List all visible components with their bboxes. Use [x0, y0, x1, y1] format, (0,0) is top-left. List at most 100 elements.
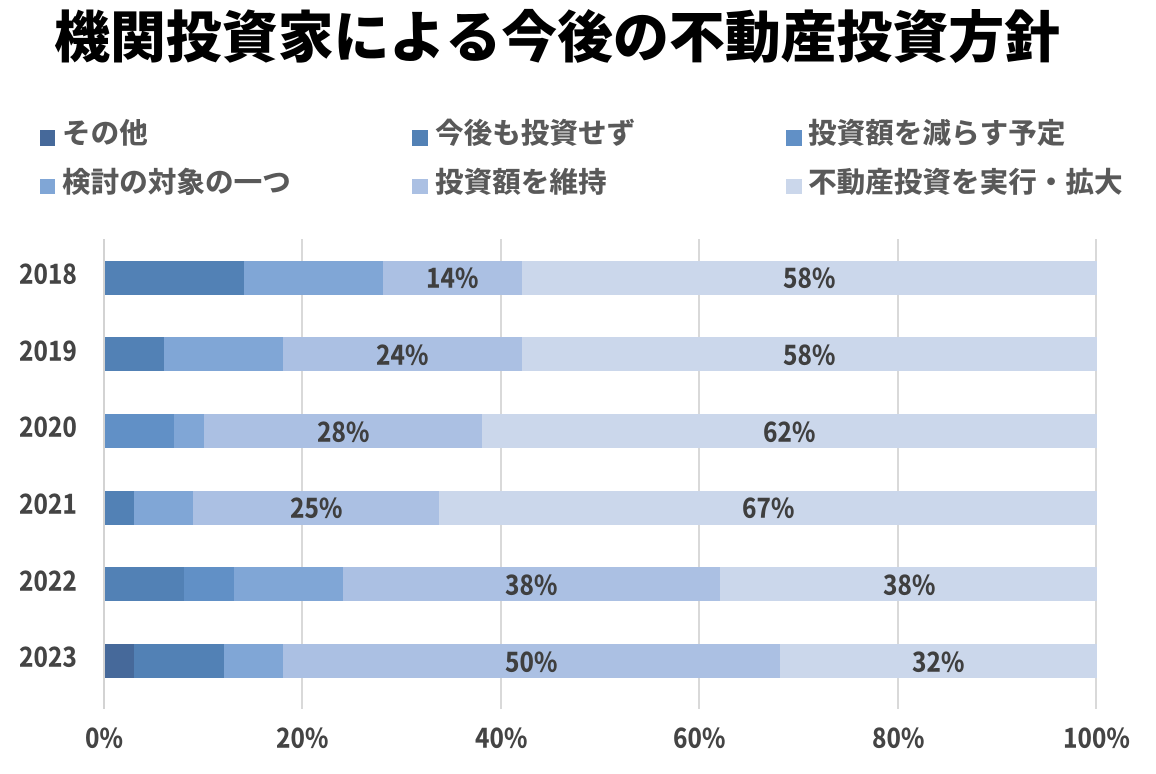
bar-value-label: 58% [783, 264, 835, 291]
bar-segment [342, 567, 721, 602]
text-run [276, 727, 328, 749]
bar-segment [134, 490, 194, 525]
text-run [883, 574, 935, 596]
bar-segment [104, 490, 135, 525]
bar-segment [521, 260, 1098, 295]
bar-segment [481, 414, 1098, 449]
y-axis-label: 2018 [19, 260, 77, 287]
gridline [698, 239, 701, 709]
bar-2023 [104, 644, 1098, 679]
legend-swatch [412, 178, 428, 195]
text-run [872, 727, 924, 749]
y-axis-label: 2020 [19, 413, 77, 440]
text-run [435, 118, 634, 147]
text-run [505, 651, 557, 672]
text-run [475, 727, 527, 749]
bar-value-label: 24% [376, 341, 428, 368]
text-run [912, 651, 965, 672]
gridline [1095, 239, 1098, 709]
bar-segment [104, 644, 135, 679]
bar-segment [164, 337, 284, 372]
text-run [377, 344, 428, 366]
text-run [85, 727, 122, 749]
bar-value-label: 28% [317, 418, 369, 445]
text-run [290, 497, 342, 519]
text-run [20, 570, 77, 591]
gridline [896, 239, 899, 709]
legend-label: 今後も投資せず [435, 118, 635, 147]
bar-segment [134, 644, 224, 679]
bar-segment [779, 644, 1098, 679]
y-axis-label: 2021 [19, 490, 77, 517]
legend-swatch [786, 130, 802, 146]
chart-title: 機関投資家による今後の不動産投資方針 [54, 8, 1060, 64]
bar-2021 [104, 490, 1098, 525]
legend-label: その他 [62, 118, 148, 147]
text-run [674, 727, 725, 749]
bar-segment [203, 414, 482, 449]
bar-2018 [104, 260, 1098, 295]
bar-segment [104, 260, 244, 295]
legend-swatch [786, 178, 802, 195]
x-axis-label: 40% [475, 724, 527, 751]
bar-value-label: 67% [742, 494, 794, 521]
x-axis-label: 20% [276, 724, 328, 751]
text-run [435, 167, 606, 195]
legend-label: 投資額を維持 [435, 167, 607, 196]
bar-2019 [104, 337, 1098, 372]
text-run [743, 497, 794, 519]
bar-segment [104, 567, 185, 602]
bar-value-label: 62% [763, 418, 816, 445]
bar-value-label: 25% [290, 494, 342, 521]
bar-segment [184, 567, 234, 602]
text-run [783, 267, 835, 289]
text-run [63, 119, 147, 147]
legend-label: 投資額を減らす予定 [808, 118, 1065, 147]
text-run [20, 646, 76, 668]
bar-2022 [104, 567, 1098, 602]
bar-segment [521, 337, 1098, 372]
x-axis-label: 60% [673, 724, 725, 751]
text-run [1064, 727, 1130, 749]
bar-segment [104, 414, 175, 449]
x-axis-label: 80% [872, 724, 924, 751]
y-axis-label: 2019 [19, 337, 77, 364]
bar-segment [174, 414, 204, 449]
gridline [102, 239, 105, 709]
text-run [808, 167, 1122, 195]
bar-2020 [104, 414, 1098, 449]
bar-segment [104, 337, 165, 372]
text-run [20, 416, 77, 438]
text-run [808, 119, 1064, 147]
text-run [764, 421, 816, 442]
bar-value-label: 58% [783, 341, 835, 368]
text-run [317, 421, 369, 442]
text-run [20, 263, 77, 285]
bar-value-label: 38% [505, 571, 557, 598]
x-axis-label: 100% [1063, 724, 1130, 751]
bar-segment [223, 644, 284, 679]
text-run [505, 574, 557, 596]
legend-swatch [39, 130, 55, 146]
text-run [62, 167, 289, 195]
bar-segment [438, 490, 1098, 525]
legend-swatch [412, 130, 428, 146]
bar-segment [233, 567, 343, 602]
gridline [499, 239, 502, 709]
bar-value-label: 14% [426, 264, 478, 291]
bar-segment [720, 567, 1098, 602]
bar-value-label: 32% [912, 648, 965, 675]
text-run [427, 267, 478, 289]
text-run [20, 493, 76, 515]
legend-swatch [39, 178, 55, 195]
y-axis-label: 2022 [19, 567, 77, 594]
bar-value-label: 38% [883, 571, 935, 598]
legend-label: 検討の対象の一つ [62, 167, 291, 196]
text-run [55, 8, 1060, 63]
text-run [783, 344, 835, 366]
x-axis-label: 0% [85, 724, 123, 751]
gridline [301, 239, 304, 709]
bar-segment [243, 260, 383, 295]
y-axis-label: 2023 [19, 643, 77, 670]
